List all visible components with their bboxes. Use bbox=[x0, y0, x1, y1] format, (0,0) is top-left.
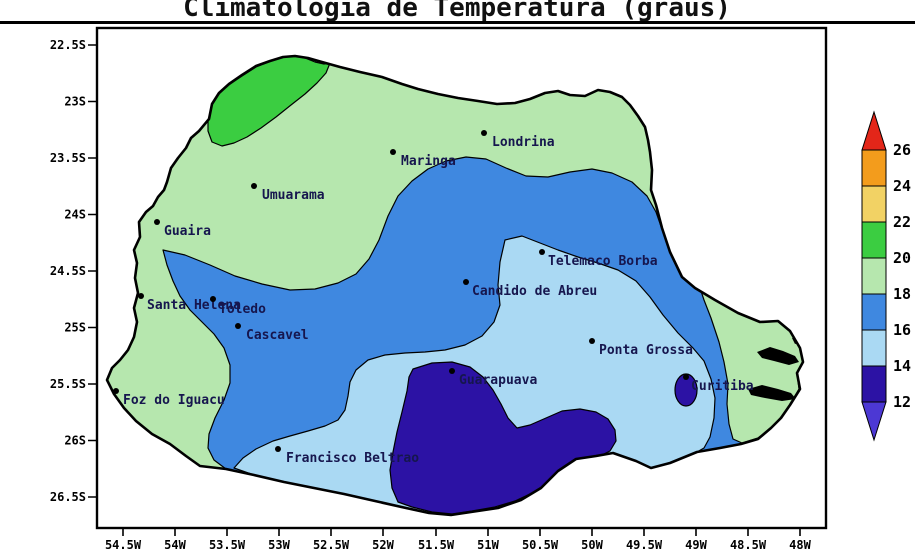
colorbar-segment-18-20 bbox=[861, 257, 887, 295]
city-dot bbox=[463, 279, 469, 285]
city-dot bbox=[235, 323, 241, 329]
city-label: Francisco Beltrao bbox=[286, 451, 419, 466]
y-tick-label: 24.5S bbox=[50, 264, 86, 278]
x-axis-labels: 54.5W 54W 53.5W 53W 52.5W 52W 51.5W 51W … bbox=[105, 538, 812, 552]
city-londrina: Londrina bbox=[481, 130, 555, 150]
y-tick-label: 23S bbox=[64, 95, 86, 109]
city-label: Telemaco Borba bbox=[548, 254, 658, 269]
city-dot bbox=[390, 149, 396, 155]
colorbar-label: 20 bbox=[893, 249, 911, 267]
city-ponta-grossa: Ponta Grossa bbox=[589, 338, 693, 358]
city-foz-do-iguacu: Foz do Iguacu bbox=[113, 388, 225, 408]
x-tick-label: 54.5W bbox=[105, 538, 142, 552]
colorbar-label: 26 bbox=[893, 141, 911, 159]
city-dot bbox=[251, 183, 257, 189]
map-regions bbox=[107, 56, 803, 515]
city-label: Candido de Abreu bbox=[472, 284, 597, 299]
figure-title: Climatologia de Temperatura (graus) bbox=[183, 0, 731, 23]
colorbar-label: 12 bbox=[893, 393, 911, 411]
colorbar-arrow-bottom bbox=[861, 401, 887, 442]
city-dot bbox=[275, 446, 281, 452]
city-label: Maringa bbox=[401, 154, 456, 169]
plot-frame bbox=[95, 26, 828, 530]
city-dot bbox=[481, 130, 487, 136]
city-label: Umuarama bbox=[262, 188, 325, 203]
x-tick-label: 48.5W bbox=[730, 538, 767, 552]
y-tick-label: 23.5S bbox=[50, 151, 86, 165]
city-dot bbox=[449, 368, 455, 374]
state-border bbox=[105, 54, 805, 517]
x-tick-label: 53.5W bbox=[209, 538, 246, 552]
y-tick-label: 24S bbox=[64, 208, 86, 222]
city-label: Santa Helena bbox=[147, 298, 241, 313]
city-maringa: Maringa bbox=[390, 149, 456, 169]
colorbar-segment-14-16 bbox=[861, 329, 887, 367]
city-guaira: Guaira bbox=[154, 219, 211, 239]
x-tick-label: 52.5W bbox=[313, 538, 350, 552]
x-tick-label: 49W bbox=[685, 538, 707, 552]
y-tick-label: 26S bbox=[64, 434, 86, 448]
colorbar-arrow-top bbox=[861, 110, 887, 151]
y-tick-label: 26.5S bbox=[50, 490, 86, 504]
coastal-islands-marks bbox=[757, 347, 799, 365]
city-dot bbox=[138, 293, 144, 299]
x-tick-label: 50W bbox=[581, 538, 603, 552]
city-cascavel: Cascavel bbox=[235, 323, 309, 343]
colorbar-label: 22 bbox=[893, 213, 911, 231]
city-candido-de-abreu: Candido de Abreu bbox=[463, 279, 597, 299]
city-umuarama: Umuarama bbox=[251, 183, 325, 203]
y-tick-label: 25.5S bbox=[50, 377, 86, 391]
city-label: Cascavel bbox=[246, 328, 309, 343]
cities: Londrina Maringa Umuarama Guaira Telemac… bbox=[113, 130, 754, 466]
city-dot bbox=[113, 388, 119, 394]
colorbar-label: 14 bbox=[893, 357, 911, 375]
y-tick-label: 22.5S bbox=[50, 38, 86, 52]
colorbar-label: 24 bbox=[893, 177, 911, 195]
city-guarapuava: Guarapuava bbox=[449, 368, 537, 388]
colorbar-segment-20-22 bbox=[861, 221, 887, 259]
x-axis-ticks bbox=[122, 528, 801, 536]
x-tick-label: 53W bbox=[268, 538, 290, 552]
city-dot bbox=[154, 219, 160, 225]
city-dot bbox=[539, 249, 545, 255]
city-label: Ponta Grossa bbox=[599, 343, 693, 358]
city-santa-helena: Santa Helena bbox=[138, 293, 241, 313]
city-dot bbox=[683, 374, 689, 380]
city-label: Guarapuava bbox=[459, 373, 537, 388]
colorbar-label: 16 bbox=[893, 321, 911, 339]
city-label: Foz do Iguacu bbox=[123, 393, 225, 408]
colorbar-label: 18 bbox=[893, 285, 911, 303]
city-francisco-beltrao: Francisco Beltrao bbox=[275, 446, 419, 466]
x-tick-label: 51.5W bbox=[418, 538, 455, 552]
colorbar-segment-24-26 bbox=[861, 149, 887, 187]
x-tick-label: 54W bbox=[164, 538, 186, 552]
colorbar-segment-12-14 bbox=[861, 365, 887, 403]
x-tick-label: 51W bbox=[477, 538, 499, 552]
y-axis-labels: 22.5S 23S 23.5S 24S 24.5S 25S 25.5S 26S … bbox=[50, 38, 86, 504]
city-telemaco-borba: Telemaco Borba bbox=[539, 249, 658, 269]
colorbar: 26 24 22 20 18 16 14 12 bbox=[861, 110, 911, 442]
city-label: Guaira bbox=[164, 224, 211, 239]
city-curitiba: Curitiba bbox=[683, 374, 754, 394]
city-label: Londrina bbox=[492, 135, 555, 150]
coastal-islands-marks bbox=[748, 385, 796, 401]
y-tick-label: 25S bbox=[64, 321, 86, 335]
x-tick-label: 48W bbox=[789, 538, 811, 552]
city-dot bbox=[210, 296, 216, 302]
x-tick-label: 52W bbox=[372, 538, 394, 552]
colorbar-segment-22-24 bbox=[861, 185, 887, 223]
city-label: Curitiba bbox=[691, 379, 754, 394]
city-label: Toledo bbox=[219, 302, 266, 317]
city-toledo: Toledo bbox=[210, 296, 266, 317]
x-tick-label: 49.5W bbox=[626, 538, 663, 552]
city-dot bbox=[589, 338, 595, 344]
colorbar-segment-16-18 bbox=[861, 293, 887, 331]
y-axis-ticks bbox=[88, 44, 97, 498]
x-tick-label: 50.5W bbox=[522, 538, 559, 552]
